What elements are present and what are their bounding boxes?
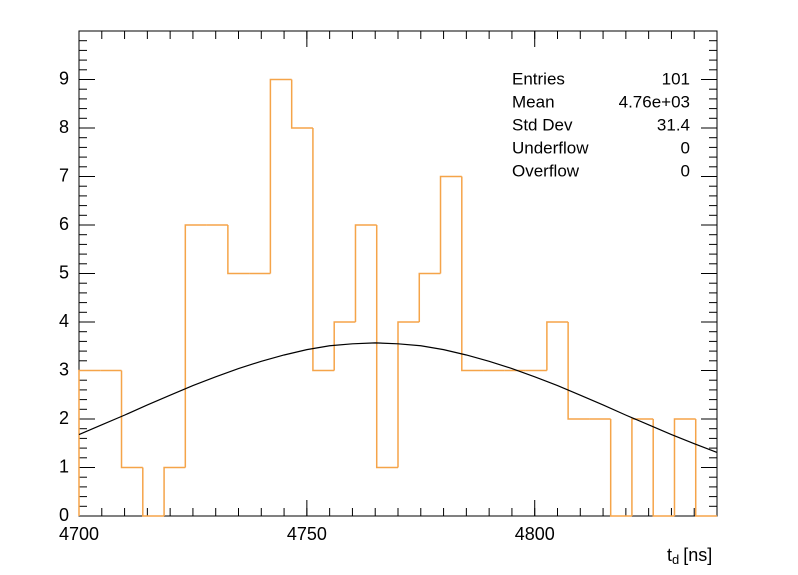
histogram-bin — [333, 321, 356, 371]
histogram-bin — [184, 224, 207, 468]
fit-curve — [78, 342, 718, 454]
histogram-bin — [290, 79, 313, 129]
x-label-unit: [ns] — [683, 545, 712, 565]
y-tick-label: 4 — [59, 311, 69, 331]
y-tick-label: 3 — [59, 359, 69, 379]
stats-value: 0 — [681, 161, 690, 180]
y-tick-label: 7 — [59, 165, 69, 185]
stats-value: 4.76e+03 — [619, 92, 690, 111]
histogram-bin — [120, 370, 143, 469]
x-tick-label: 4800 — [515, 524, 555, 544]
stats-label: Std Dev — [512, 115, 573, 134]
y-tick-label: 1 — [59, 456, 69, 476]
y-tick-label: 9 — [59, 68, 69, 88]
histogram-bin — [312, 128, 335, 372]
histogram-bin — [375, 225, 398, 469]
y-tick-label: 0 — [59, 505, 69, 525]
stats-label: Entries — [512, 69, 565, 88]
histogram-bin — [673, 418, 696, 516]
histogram-bin — [397, 321, 420, 468]
histogram-bin — [609, 419, 632, 517]
stats-value: 31.4 — [657, 115, 690, 134]
histogram-bin — [227, 225, 250, 275]
histogram-bin — [439, 175, 462, 274]
y-tick-label: 8 — [59, 117, 69, 137]
histogram-bin — [354, 224, 377, 322]
histogram-bin — [652, 419, 675, 517]
x-tick-label: 4700 — [59, 524, 99, 544]
histogram-bin — [163, 466, 186, 516]
histogram-bin — [142, 467, 165, 517]
y-tick-label: 5 — [59, 262, 69, 282]
stats-label: Underflow — [512, 138, 589, 157]
x-tick-label: 4750 — [287, 524, 327, 544]
x-label-subscript: d — [672, 552, 679, 567]
histogram-bin — [694, 419, 717, 517]
x-axis-label: td [ns] — [667, 545, 712, 568]
histogram-bin — [461, 176, 484, 372]
x-label-symbol: t — [667, 545, 672, 565]
histogram-bin — [78, 369, 101, 516]
histogram-bin — [546, 321, 569, 371]
histogram-bin — [631, 418, 654, 516]
stats-label: Mean — [512, 92, 555, 111]
y-tick-label: 6 — [59, 214, 69, 234]
stats-value: 0 — [681, 138, 690, 157]
stats-value: 101 — [662, 69, 690, 88]
histogram-bin — [269, 78, 292, 274]
histogram-bin — [418, 272, 441, 322]
stats-label: Overflow — [512, 161, 580, 180]
histogram-bin — [567, 322, 590, 420]
y-tick-label: 2 — [59, 408, 69, 428]
